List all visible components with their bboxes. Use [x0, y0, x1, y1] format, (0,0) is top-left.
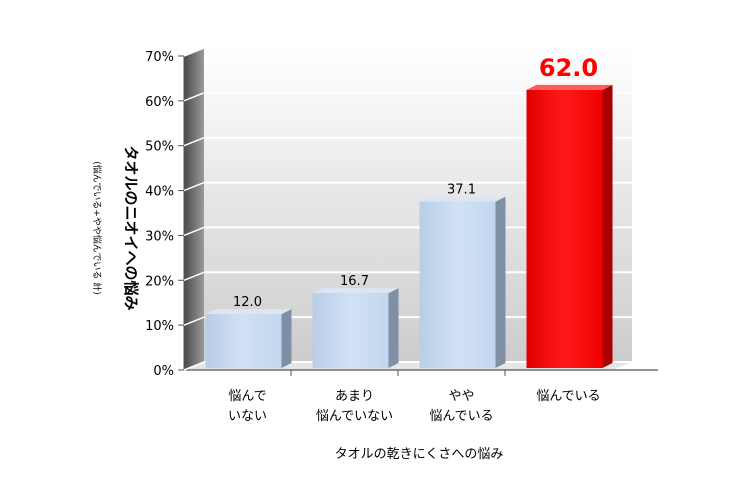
- value-label: 16.7: [340, 274, 369, 289]
- bar-front: [205, 314, 282, 368]
- gridline-side: [183, 47, 205, 57]
- gridline-side: [183, 226, 205, 237]
- gridline-side: [183, 271, 205, 281]
- gridline-side: [183, 137, 205, 147]
- category-label: いない: [228, 409, 267, 424]
- bar-top: [205, 309, 292, 315]
- y-axis-ticks: 0% 10% 20% 30% 40% 50% 60% 70%: [145, 50, 184, 379]
- gridline-side: [183, 92, 205, 102]
- gridline-side: [183, 361, 205, 371]
- y-tick-label: 30%: [145, 229, 174, 244]
- category-label: 悩んでいない: [316, 409, 393, 424]
- y-tick-label: 50%: [145, 140, 174, 155]
- y-tick-label: 0%: [153, 364, 174, 379]
- bar-front: [526, 89, 603, 368]
- category-label: やや: [448, 389, 474, 404]
- back-wall: [204, 48, 632, 362]
- bar-top: [419, 196, 506, 202]
- gridline-side: [183, 181, 205, 192]
- y-tick-label: 60%: [145, 95, 174, 110]
- side-wall: [184, 48, 204, 370]
- bar-side: [602, 84, 613, 368]
- value-label: 37.1: [447, 183, 476, 198]
- bars: [205, 84, 613, 368]
- y-tick-label: 40%: [145, 185, 174, 200]
- y-axis-label: タオルのニオイへの悩み: [122, 145, 140, 310]
- bar-side: [281, 309, 292, 368]
- value-labels: 12.0 16.7 37.1 62.0: [233, 54, 598, 310]
- category-label: 悩んでいる: [536, 389, 600, 404]
- x-axis-label: タオルの乾きにくさへの悩み: [335, 447, 504, 462]
- value-label: 62.0: [539, 54, 598, 82]
- category-label: 悩んで: [228, 389, 266, 404]
- y-tick-label: 10%: [145, 319, 174, 334]
- bar-side: [388, 288, 399, 368]
- bar: [205, 309, 292, 368]
- bar-top: [526, 84, 613, 90]
- category-label: 悩んでいる: [429, 409, 493, 424]
- floor: [184, 362, 632, 370]
- y-tick-label: 70%: [145, 50, 174, 65]
- bar-side: [495, 196, 506, 368]
- category-label: あまり: [335, 389, 374, 404]
- value-label: 12.0: [233, 295, 262, 310]
- bar: [419, 196, 506, 368]
- bar-front: [419, 201, 496, 368]
- bar-front: [312, 293, 389, 368]
- y-tick-label: 20%: [145, 274, 174, 289]
- bar-top: [312, 288, 399, 294]
- bar: [312, 288, 399, 368]
- bar: [526, 84, 613, 368]
- plot-background: [183, 48, 658, 371]
- y-axis-sublabel: (悩んでいる+やや悩んでいる 計): [91, 161, 103, 295]
- gridline-side: [183, 316, 205, 326]
